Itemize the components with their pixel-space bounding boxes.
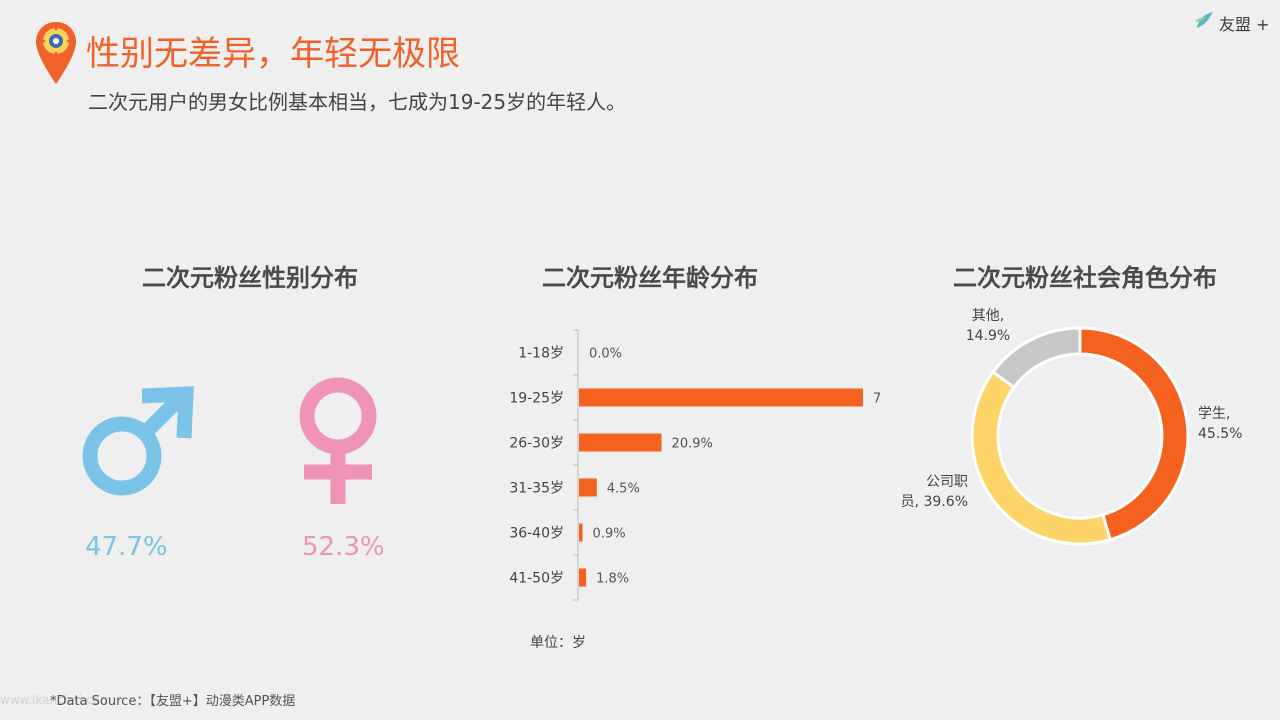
- age-bar: [579, 433, 662, 452]
- female-symbol-icon: [296, 374, 380, 512]
- role-slice-value: 45.5%: [1198, 426, 1242, 442]
- age-value-label: 20.9%: [672, 437, 713, 452]
- age-chart-title: 二次元粉丝年龄分布: [542, 264, 758, 292]
- age-value-label: 0.0%: [589, 347, 622, 362]
- role-slice: [1078, 326, 1190, 542]
- role-slice-label: 其他,: [972, 308, 1004, 324]
- watermark: www.ikanchai.com: [0, 693, 112, 707]
- age-bar: [579, 568, 587, 587]
- age-bar-chart: 1-18岁 0.0% 19-25岁 71.9% 26-30岁 20.9% 31-35岁 4.5…: [509, 329, 880, 601]
- age-bar: [579, 478, 597, 497]
- brand-logo: 友盟 +: [1193, 10, 1270, 36]
- role-slice-label: 学生,: [1198, 406, 1230, 422]
- role-slice-label: 公司职: [926, 474, 968, 490]
- data-source: *Data Source：【友盟+】动漫类APP数据: [50, 694, 296, 709]
- location-pin-icon: [34, 20, 78, 90]
- age-category-label: 41-50岁: [509, 571, 564, 587]
- role-slice-value: 员, 39.6%: [901, 494, 968, 510]
- age-category-label: 19-25岁: [509, 391, 564, 407]
- age-category-label: 1-18岁: [518, 346, 564, 362]
- age-bar: [579, 388, 864, 407]
- age-unit-label: 单位：岁: [530, 635, 586, 651]
- female-percentage: 52.3%: [302, 532, 385, 562]
- role-chart-title: 二次元粉丝社会角色分布: [953, 264, 1217, 292]
- role-slice: [990, 326, 1082, 390]
- gender-chart-title: 二次元粉丝性别分布: [142, 264, 358, 292]
- age-value-label: 4.5%: [607, 482, 640, 497]
- male-percentage: 47.7%: [85, 532, 168, 562]
- age-value-label: 71.9%: [873, 392, 880, 407]
- age-category-label: 26-30岁: [509, 436, 564, 452]
- page-title: 性别无差异，年轻无极限: [86, 34, 460, 74]
- age-value-label: 0.9%: [593, 527, 626, 542]
- male-symbol-icon: [80, 384, 196, 504]
- age-bar: [579, 523, 583, 542]
- role-slice: [970, 369, 1112, 546]
- age-value-label: 1.8%: [596, 572, 629, 587]
- brand-name: 友盟 +: [1219, 15, 1270, 34]
- page-subtitle: 二次元用户的男女比例基本相当，七成为19-25岁的年轻人。: [88, 90, 627, 114]
- age-category-label: 31-35岁: [509, 481, 564, 497]
- role-slice-value: 14.9%: [966, 328, 1010, 344]
- leaf-logo-icon: [1193, 10, 1215, 36]
- age-category-label: 36-40岁: [509, 526, 564, 542]
